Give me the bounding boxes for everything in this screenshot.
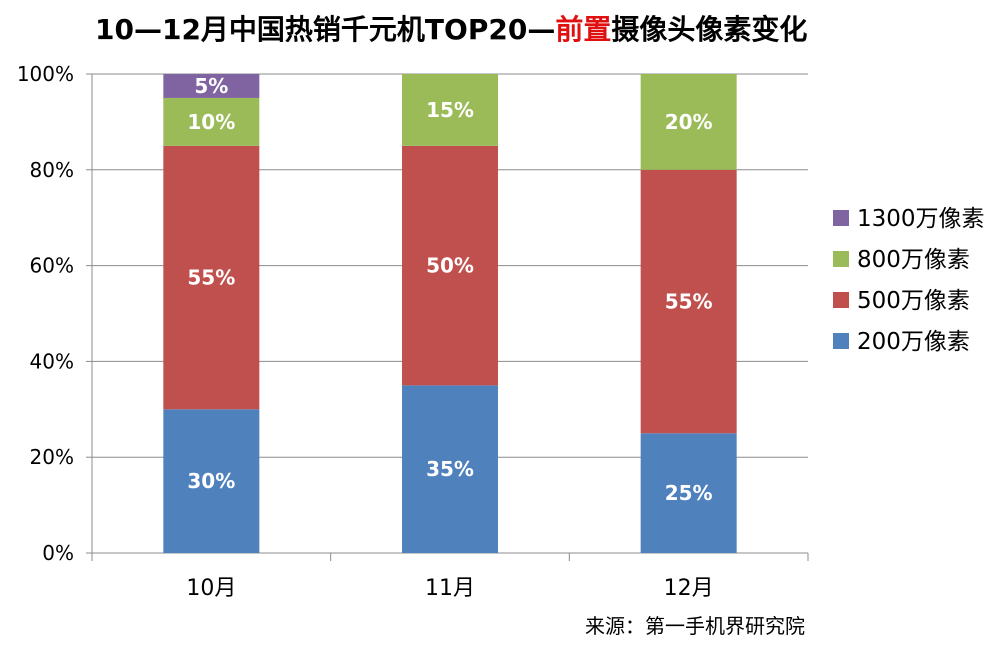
y-tick-label: 100%: [17, 62, 74, 86]
data-label: 50%: [426, 254, 474, 278]
bar-segment: [402, 145, 498, 386]
legend-swatch: [833, 292, 849, 308]
data-label: 55%: [187, 266, 235, 290]
legend-swatch: [833, 210, 849, 226]
source-note: 来源：第一手机界研究院: [585, 614, 805, 638]
y-tick-label: 0%: [42, 541, 74, 565]
x-tick-label: 12月: [664, 576, 714, 601]
data-label: 30%: [187, 469, 235, 493]
bar-segment: [640, 433, 737, 553]
y-tick-label: 40%: [30, 349, 74, 373]
x-tick-label: 10月: [186, 576, 236, 601]
bar-segment: [163, 74, 260, 98]
bar-segment: [163, 97, 260, 146]
legend-label: 200万像素: [857, 329, 970, 355]
data-label: 25%: [665, 481, 713, 505]
legend-swatch: [833, 251, 849, 267]
data-label: 5%: [194, 74, 228, 98]
bar-segment: [163, 409, 260, 553]
data-label: 20%: [665, 110, 713, 134]
bar-segment: [402, 385, 498, 553]
bar-segment: [640, 74, 737, 170]
y-tick-label: 80%: [30, 158, 74, 182]
legend-label: 1300万像素: [857, 206, 985, 232]
title-highlight: 前置: [555, 13, 612, 46]
bar-segment: [402, 74, 498, 146]
legend-label: 500万像素: [857, 288, 970, 314]
legend-label: 800万像素: [857, 247, 970, 273]
data-label: 10%: [187, 110, 235, 134]
x-tick-label: 11月: [425, 576, 475, 601]
title-part1: 10—12月中国热销千元机TOP20—: [95, 13, 556, 46]
y-tick-label: 20%: [30, 445, 74, 469]
y-tick-label: 60%: [30, 254, 74, 278]
bar-segment: [640, 169, 737, 434]
data-label: 55%: [665, 290, 713, 314]
legend-swatch: [833, 333, 849, 349]
data-label: 35%: [426, 457, 474, 481]
data-label: 15%: [426, 98, 474, 122]
bar-segment: [163, 145, 260, 410]
title-part2: 摄像头像素变化: [611, 13, 808, 46]
